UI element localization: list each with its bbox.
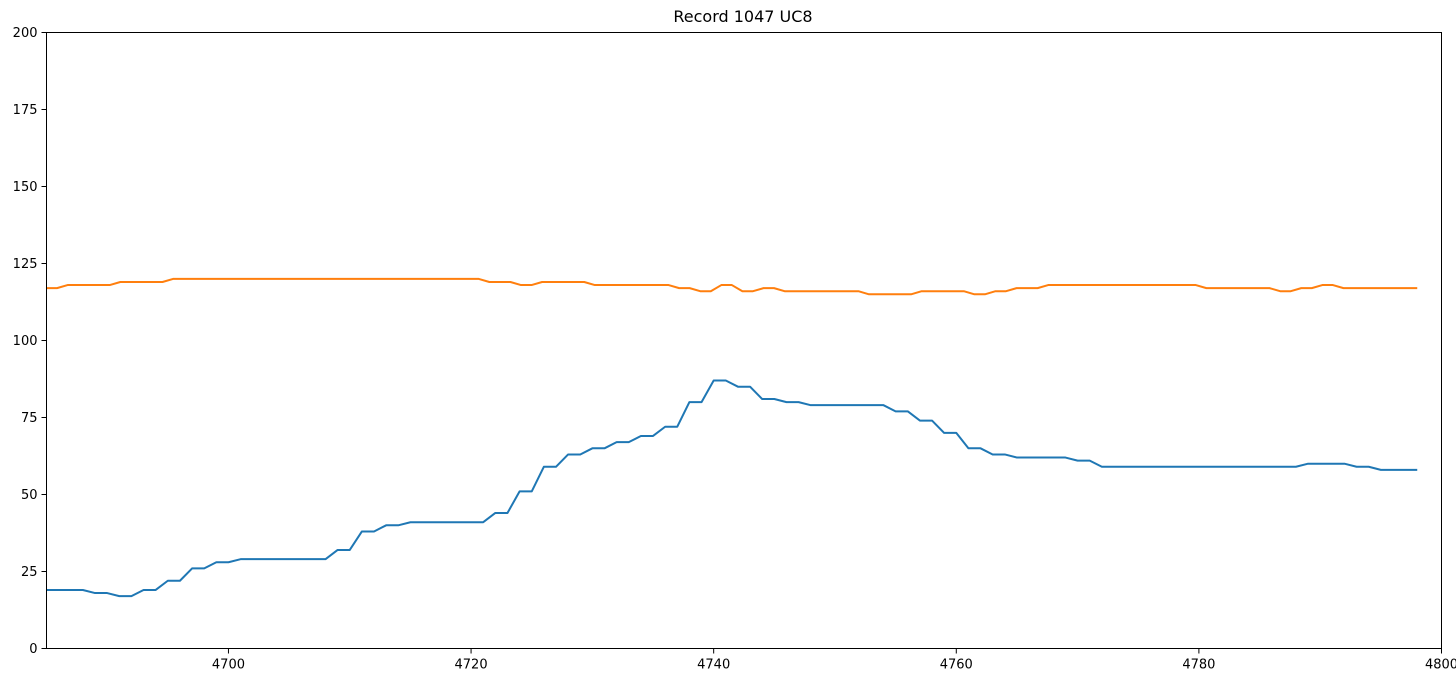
y-tick-label: 75 [21, 411, 38, 426]
x-tick-label: 4800 [1425, 658, 1456, 673]
y-tick-label: 50 [21, 488, 38, 503]
y-tick-label: 100 [13, 334, 38, 349]
x-tick-label: 4720 [455, 658, 488, 673]
chart-title: Record 1047 UC8 [673, 7, 812, 26]
x-tick-label: 4700 [212, 658, 245, 673]
y-tick-label: 200 [13, 26, 38, 41]
x-tick-label: 4780 [1182, 658, 1215, 673]
series-layer [46, 277, 1418, 598]
y-tick-label: 150 [13, 180, 38, 195]
y-axis: 0 25 50 75 100 125 150 175 200 [13, 26, 47, 657]
x-axis: 4700 4720 4740 4760 4780 4800 [212, 648, 1456, 673]
x-tick-label: 4760 [940, 658, 973, 673]
axes-layer [46, 32, 1442, 649]
y-tick-label: 25 [21, 565, 38, 580]
plot-frame [46, 32, 1442, 649]
y-tick-label: 0 [29, 642, 37, 657]
x-tick-label: 4740 [697, 658, 730, 673]
series-line-2 [46, 277, 1418, 296]
y-tick-label: 175 [13, 103, 38, 118]
series-line-1 [46, 379, 1418, 598]
y-tick-label: 125 [13, 257, 38, 272]
